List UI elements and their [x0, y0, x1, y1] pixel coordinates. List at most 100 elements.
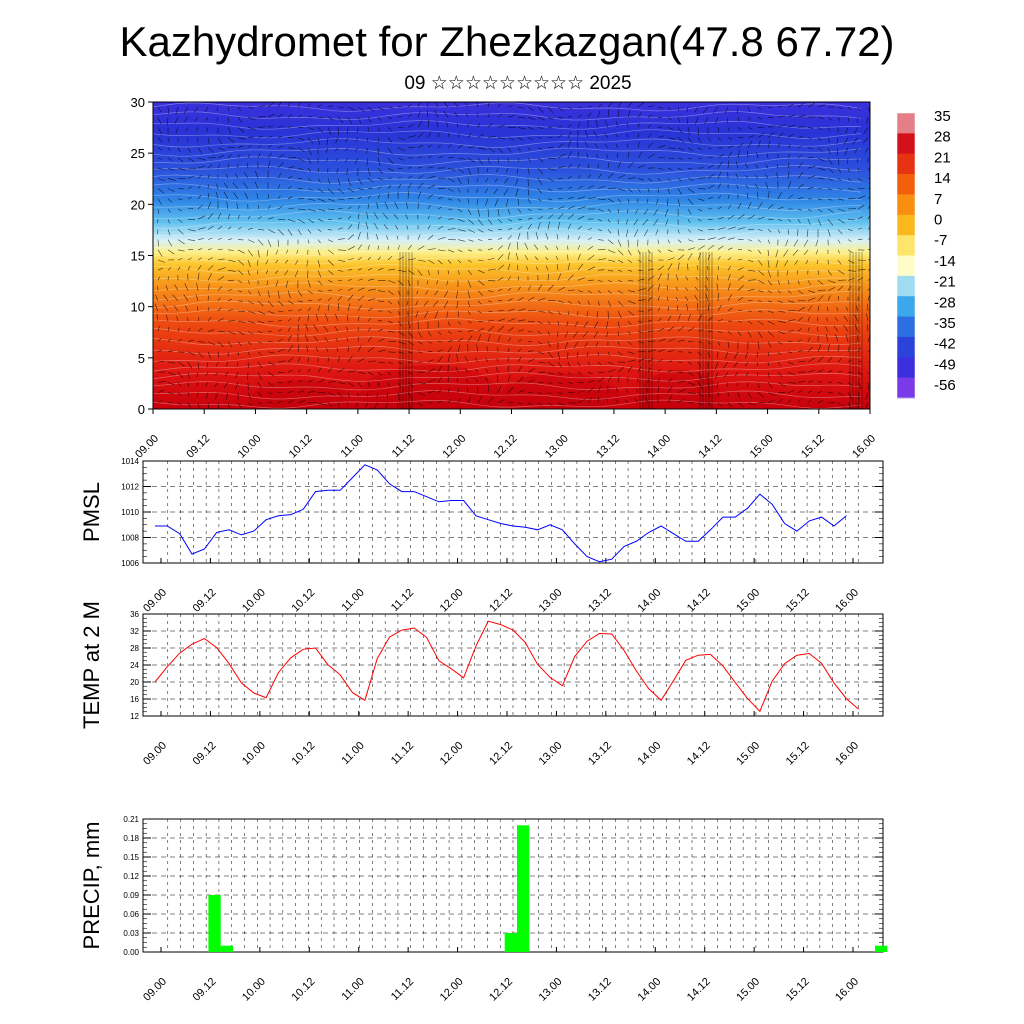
wind-vector — [827, 157, 833, 165]
wind-vector — [837, 117, 841, 121]
wind-vector — [712, 106, 719, 114]
wind-vector — [637, 178, 645, 181]
wind-vector — [557, 222, 561, 230]
wind-vector — [207, 257, 213, 261]
wind-vector — [437, 321, 439, 328]
wind-vector — [507, 308, 515, 312]
wind-vector — [627, 198, 630, 203]
wind-vector — [847, 117, 849, 122]
wind-vector — [827, 259, 829, 265]
wind-vector — [232, 182, 239, 189]
wind-vector — [157, 399, 162, 404]
wind-vector — [757, 116, 763, 120]
wind-vector — [717, 292, 719, 301]
wind-vector — [807, 357, 816, 363]
isotherm-line — [153, 291, 862, 301]
precip-bar-3 — [517, 825, 530, 952]
wind-vector — [607, 208, 612, 213]
wind-vector — [367, 382, 370, 387]
wind-vector — [587, 387, 595, 393]
x-tick-label: 13.00 — [537, 587, 565, 615]
cross-section-plot — [153, 102, 870, 409]
wind-vector — [157, 208, 160, 214]
wind-vector — [247, 300, 254, 305]
wind-vector — [432, 300, 439, 307]
wind-vector — [157, 229, 159, 235]
x-tick-label: 09.12 — [191, 587, 219, 615]
wind-vector — [587, 185, 595, 189]
wind-vector — [555, 245, 559, 250]
wind-vector — [167, 338, 172, 342]
wind-vector — [346, 326, 349, 332]
wind-vector — [807, 399, 812, 404]
colorbar-label: 28 — [934, 129, 951, 146]
wind-vector — [807, 327, 810, 332]
wind-vector — [167, 361, 176, 364]
wind-vector — [467, 229, 475, 233]
wind-vector — [767, 203, 774, 210]
wind-vector — [227, 127, 232, 135]
wind-vector — [737, 275, 745, 281]
wind-vector — [394, 225, 399, 230]
wind-vector — [687, 313, 692, 322]
wind-vector — [817, 219, 822, 226]
wind-vector — [606, 154, 609, 159]
wind-vector — [215, 191, 219, 199]
wind-vector — [757, 382, 760, 389]
wind-vector — [624, 399, 629, 403]
wind-vector — [696, 264, 699, 271]
wind-vector — [307, 299, 313, 302]
wind-vector — [627, 177, 636, 179]
wind-vector — [577, 196, 586, 200]
wind-vector — [237, 127, 245, 133]
wind-vector — [397, 341, 406, 345]
wind-vector — [755, 183, 759, 189]
wind-vector — [184, 283, 189, 291]
wind-vector — [456, 378, 459, 383]
wind-vector — [727, 307, 733, 312]
y-tick-label: 5 — [138, 351, 145, 366]
wind-vector — [165, 285, 169, 291]
x-tick-label: 12.12 — [487, 740, 515, 768]
wind-vector — [277, 102, 282, 108]
wind-vector — [567, 361, 571, 368]
wind-vector — [425, 290, 429, 295]
wind-vector — [767, 372, 770, 378]
wind-vector — [226, 361, 229, 366]
wind-vector — [607, 219, 611, 223]
wind-vector — [207, 225, 214, 230]
wind-vector — [187, 392, 190, 397]
wind-vector — [217, 318, 224, 322]
wind-vector — [557, 106, 564, 112]
wind-vector — [177, 402, 182, 406]
wind-vector — [227, 137, 235, 143]
wind-vector — [167, 178, 176, 181]
wind-vector — [837, 229, 843, 235]
wind-vector — [556, 233, 559, 240]
wind-vector — [567, 274, 574, 281]
y-tick-label: 1008 — [121, 534, 139, 543]
wind-vector — [457, 229, 466, 232]
wind-vector — [577, 163, 580, 169]
warm-core-2 — [250, 380, 350, 409]
wind-vector — [337, 368, 345, 373]
wind-vector — [187, 402, 192, 408]
wind-vector — [827, 287, 836, 291]
wind-vector — [767, 106, 773, 109]
wind-vector — [647, 105, 655, 108]
wind-vector — [373, 402, 379, 409]
x-tick-label: 13.00 — [537, 976, 565, 1004]
wind-vector — [704, 117, 709, 125]
wind-vector — [197, 351, 204, 358]
wind-vector — [596, 310, 599, 318]
wind-vector — [307, 157, 312, 164]
wind-vector — [707, 237, 716, 240]
wind-vector — [197, 306, 199, 312]
y-tick-label: 25 — [131, 146, 145, 161]
wind-vector — [277, 145, 284, 149]
wind-vector — [387, 137, 393, 143]
wind-vector — [687, 198, 694, 205]
wind-vector — [737, 392, 740, 398]
wind-vector — [437, 225, 444, 230]
wind-vector — [447, 376, 449, 383]
